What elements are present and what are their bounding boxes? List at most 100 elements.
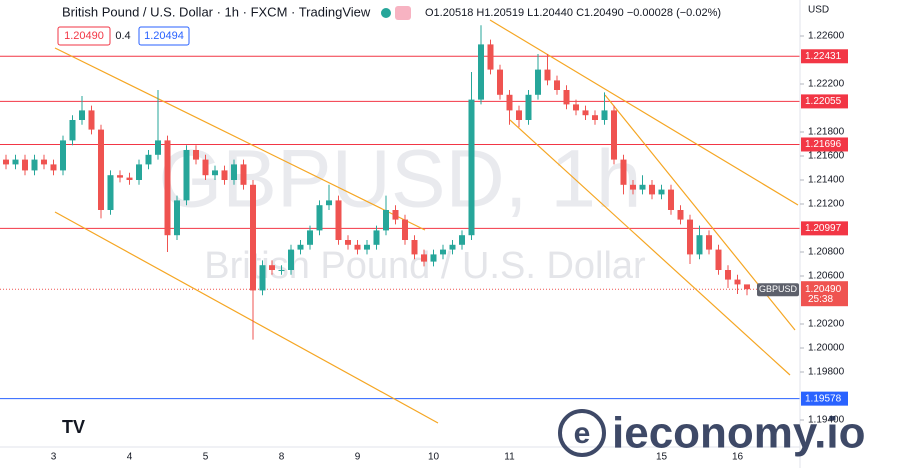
candle-body [193, 150, 199, 160]
y-tick-label: 1.20800 [808, 247, 845, 258]
candle-body [3, 159, 9, 165]
brand-logo: e ieconomy.io [558, 409, 865, 458]
candle-body [582, 110, 589, 116]
candle-body [573, 104, 579, 111]
candle-body [601, 110, 608, 120]
status-dot [381, 8, 391, 18]
candle-body [240, 164, 247, 185]
y-tick-label: 1.20200 [808, 319, 845, 330]
candle-body [22, 159, 28, 171]
candle-body [535, 69, 541, 95]
candle-body [50, 164, 57, 171]
candle-body [269, 265, 275, 270]
candle-body [354, 244, 361, 250]
candle-body [297, 244, 304, 250]
candle-body [402, 219, 408, 240]
x-tick-label: 10 [428, 452, 440, 463]
candle-body [12, 159, 19, 165]
bid: 1.20490 [64, 30, 104, 42]
candle-body [658, 189, 665, 195]
candle-body [630, 184, 636, 190]
candle-body [478, 44, 484, 100]
candle-body [307, 230, 313, 245]
candle-body [326, 200, 332, 206]
tv-logo: TV [62, 417, 85, 437]
candle-body [725, 270, 731, 280]
tv-logo-mark: TV [62, 417, 85, 437]
candle-body [620, 159, 627, 185]
symbol-tag: GBPUSD [759, 284, 798, 294]
candle-body [744, 284, 750, 290]
candle-body [364, 244, 370, 250]
candle-body [88, 110, 95, 130]
candle-body [525, 94, 532, 120]
candle-body [259, 265, 266, 291]
last-price-bg [801, 281, 848, 307]
candle-body [687, 219, 693, 255]
level-label-bg [801, 391, 848, 406]
trend-line [54, 47, 426, 231]
level-label-bg [801, 221, 848, 236]
candle-body [677, 210, 684, 220]
candle-body [649, 184, 655, 195]
candle-body [231, 164, 237, 180]
candle-body [392, 210, 399, 220]
candle-body [79, 110, 85, 120]
candle-body [288, 249, 294, 270]
candle-body [449, 244, 456, 250]
y-tick-label: 1.19800 [808, 367, 845, 378]
candle-body [734, 279, 741, 285]
chart-title: British Pound / U.S. Dollar · 1h · FXCM … [62, 4, 371, 19]
candle-body [383, 210, 389, 231]
x-tick-label: 15 [656, 452, 668, 463]
candle-body [60, 140, 66, 171]
candle-body [98, 129, 104, 210]
currency: USD [808, 5, 829, 16]
candle-body [611, 110, 617, 160]
candle-body [202, 159, 209, 176]
level-label: 1.19578 [805, 393, 842, 404]
x-tick-label: 4 [127, 452, 133, 463]
trend-line [489, 19, 799, 206]
candle-body [174, 200, 180, 236]
candle-body [164, 140, 171, 236]
candle-body [107, 175, 114, 210]
candle-body [335, 200, 342, 240]
watermark-sub: British Pound / U.S. Dollar [204, 245, 646, 287]
candle-body [506, 94, 513, 111]
candle-body [183, 150, 190, 201]
candle-body [696, 235, 703, 255]
candle-body [459, 235, 465, 245]
candle-body [31, 159, 38, 171]
symbol-tag-bg [757, 283, 799, 297]
level-label: 1.22055 [805, 96, 842, 107]
candle-body [117, 175, 123, 178]
y-tick-label: 1.22600 [808, 31, 845, 42]
x-tick-label: 9 [355, 452, 361, 463]
brand-name: ieconomy.io [612, 409, 865, 458]
y-tick-label: 1.21800 [808, 127, 845, 138]
spread: 0.4 [115, 30, 130, 42]
x-tick-label: 3 [51, 452, 57, 463]
level-label: 1.20997 [805, 223, 842, 234]
level-label-bg [801, 49, 848, 64]
candle-body [563, 90, 570, 105]
level-label-bg [801, 137, 848, 152]
candle-body [639, 184, 646, 190]
candle-body [250, 184, 256, 291]
brand-e: e [574, 417, 591, 450]
candle-body [468, 99, 475, 236]
y-tick-label: 1.20000 [808, 343, 845, 354]
candle-body [421, 254, 427, 262]
brand-circle [558, 409, 606, 457]
bid-box[interactable] [57, 26, 111, 46]
candle-body [554, 80, 560, 90]
y-tick-label: 1.21200 [808, 199, 845, 210]
ask-box[interactable] [138, 26, 190, 46]
candle-body [487, 44, 494, 70]
x-tick-label: 16 [732, 452, 744, 463]
candle-body [373, 230, 380, 245]
candle-body [69, 120, 76, 141]
candle-body [221, 170, 228, 180]
